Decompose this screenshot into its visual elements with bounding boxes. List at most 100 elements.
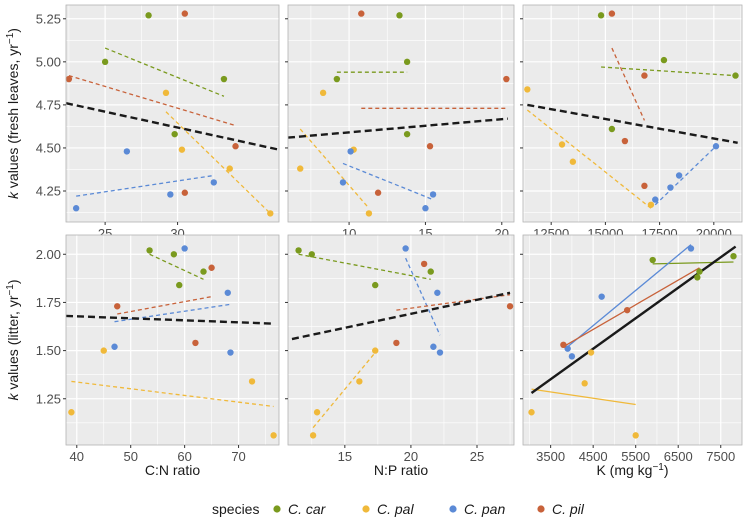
panel-5-point-c-pil <box>506 303 514 310</box>
panel-2-fit-line-overall <box>287 117 508 139</box>
panel-6-x-axis-label: K (mg kg−1) <box>596 462 668 478</box>
panel-1-point-c-pil <box>181 189 189 196</box>
legend-key-c-car <box>273 505 281 513</box>
panel-6-point-c-car <box>694 274 701 281</box>
panel-1-background <box>66 5 279 222</box>
panel-5-point-c-pan <box>430 343 437 350</box>
panel-1-point-c-car <box>171 130 178 138</box>
panel-5-background <box>288 235 514 445</box>
panel-4-fit-line-c-car <box>149 253 204 280</box>
panel-3-fit-line-c-car <box>601 66 736 77</box>
panel-3-point-c-pal <box>558 141 566 148</box>
panel-1-point-c-pal <box>226 165 233 172</box>
panel-1-border <box>65 4 280 223</box>
panel-5-point-c-pal <box>313 409 321 416</box>
panel-6-fit-line-c-pan <box>567 244 692 348</box>
panel-4-point-c-pan <box>111 343 118 350</box>
panel-3-point-c-pan <box>712 143 720 150</box>
panel-5-point-c-pal <box>372 347 379 354</box>
panel-4-point-c-pan <box>181 245 188 252</box>
panel-2-point-c-car <box>403 130 411 138</box>
panel-2-point-c-pil <box>503 75 510 83</box>
panel-4-fit-line-overall <box>65 314 274 325</box>
panel-4-y-tick-label: 1.25 <box>36 391 61 406</box>
panel-4-point-c-pal <box>270 432 277 439</box>
panel-3-point-c-car <box>732 72 739 79</box>
panel-3-point-c-pan <box>652 196 659 203</box>
panel-4-point-c-car <box>176 281 183 289</box>
panel-4-border <box>65 234 280 446</box>
panel-4-point-c-pan <box>224 289 231 296</box>
panel-4-x-tick-label: 40 <box>70 449 84 464</box>
panel-2-fit-line-c-pal <box>299 128 370 209</box>
panel-4-x-tick-label: 60 <box>177 449 191 464</box>
panel-1-point-c-pan <box>210 179 217 186</box>
panel-2-border <box>287 4 515 223</box>
panel-3-point-c-pil <box>641 72 648 79</box>
panel-5-border <box>287 234 515 446</box>
panel-4-point-c-pil <box>208 264 215 271</box>
legend-label-c-pal: C. pal <box>377 501 414 517</box>
panel-4-fit-line-c-pan <box>114 303 231 323</box>
panel-3-point-c-car <box>608 125 616 133</box>
panel-4-x-axis-label: C:N ratio <box>145 462 200 478</box>
panel-2-point-c-pan <box>347 148 354 155</box>
panel-1-fit-line-c-pal <box>165 111 271 214</box>
panel-2-point-c-pal <box>319 89 327 97</box>
panel-6-point-c-pil <box>623 306 631 314</box>
panel-2-point-c-pan <box>422 205 429 212</box>
panel-4-background <box>66 235 279 445</box>
panel-4-point-c-pil <box>192 339 199 347</box>
panel-6-border <box>522 234 743 446</box>
panel-5-point-c-pal <box>309 432 317 439</box>
panel-3-point-c-pil <box>608 10 616 17</box>
panel-4-x-tick-label: 70 <box>231 449 245 464</box>
panel-5-point-c-pan <box>436 349 444 356</box>
legend-key-c-pan <box>449 505 457 513</box>
panel-6-background <box>523 235 742 445</box>
panel-5-point-c-pan <box>402 245 409 252</box>
panel-1-y-axis-label: k values (fresh leaves, yr−1) <box>5 28 21 199</box>
panel-6-x-tick-label: 5500 <box>621 449 650 464</box>
panel-5-point-c-car <box>372 281 379 289</box>
panel-5-x-axis-label: N:P ratio <box>374 462 428 478</box>
panel-2-point-c-pal <box>297 165 304 172</box>
panel-1-point-c-pan <box>72 205 80 212</box>
panel-4-fit-line-c-pil <box>117 296 212 315</box>
panel-4-point-c-pil <box>114 303 121 310</box>
panel-6-point-c-car <box>730 252 737 260</box>
panel-6-fit-line-c-pal <box>531 388 636 406</box>
panel-6-point-c-pal <box>528 409 535 416</box>
panel-6-point-c-pal <box>587 349 595 356</box>
legend-label-c-pan: C. pan <box>464 501 505 517</box>
panel-3-border <box>522 4 743 223</box>
panel-2-background <box>288 5 514 222</box>
panel-1-point-c-pal <box>178 146 186 153</box>
panel-6-fit-line-c-car <box>652 261 734 265</box>
panel-3-point-c-car <box>597 12 605 19</box>
panel-5-x-tick-label: 15 <box>338 449 352 464</box>
panel-2-point-c-pal <box>365 210 373 217</box>
legend-label-c-pil: C. pil <box>552 501 585 517</box>
panel-2-point-c-pan <box>339 179 347 186</box>
panel-1-y-tick-label: 4.25 <box>36 184 61 199</box>
panel-6-x-tick-label: 4500 <box>579 449 608 464</box>
panel-6-point-c-pil <box>560 341 567 349</box>
panel-1-point-c-car <box>101 58 109 66</box>
panel-3-point-c-pal <box>569 158 577 165</box>
panel-1-point-c-pal <box>162 89 170 97</box>
panel-6-point-c-car <box>696 268 703 275</box>
legend-title: species <box>212 501 259 517</box>
panel-5-point-c-pan <box>434 289 441 296</box>
panel-2-point-c-car <box>396 12 403 19</box>
panel-6-point-c-pan <box>598 293 605 300</box>
panel-4-fit-line-c-pal <box>71 380 274 408</box>
panel-3-fit-line-c-pan <box>654 145 717 206</box>
panel-4-point-c-pal <box>248 378 256 385</box>
panel-6-point-c-pan <box>568 353 576 360</box>
panel-5-fit-line-c-pal <box>312 352 376 429</box>
panel-2-point-c-pil <box>374 189 382 196</box>
panel-1-y-tick-label: 5.25 <box>36 11 61 26</box>
panel-5-fit-line-c-pil <box>396 294 511 311</box>
panel-2-point-c-pan <box>429 191 437 198</box>
